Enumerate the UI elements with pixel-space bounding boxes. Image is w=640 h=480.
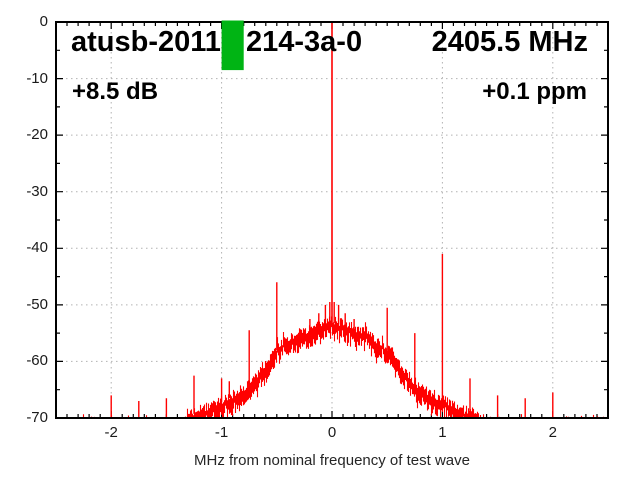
plot-border [55,21,609,419]
x-tick-label: 0 [327,424,337,441]
y-tick-label: -70 [26,409,48,426]
x-tick-label: 1 [438,424,447,441]
y-tick-label: -60 [26,352,48,370]
y-tick-label: -10 [26,69,48,87]
center-frequency-label: 2405.5 MHz [431,26,588,58]
x-tick-label: -1 [214,424,229,441]
x-tick-label: -2 [104,424,118,441]
gain-annotation: +8.5 dB [72,78,159,105]
y-tick-label: -40 [26,239,48,257]
x-tick-label: 2 [548,424,557,441]
x-axis-title: MHz from nominal frequency of test wave [194,452,470,469]
y-tick-label: -50 [26,295,48,313]
plot-title-right: 214-3a-0 [246,26,363,58]
y-tick-label: -20 [26,126,48,144]
y-tick-label: -30 [26,182,48,200]
marker-highlight [221,20,244,71]
plot-title-left: atusb-2011 [71,26,221,58]
ppm-annotation: +0.1 ppm [482,78,587,105]
y-tick-label: 0 [39,13,48,30]
axis-ticks [56,22,608,418]
spur-lines [110,253,554,418]
